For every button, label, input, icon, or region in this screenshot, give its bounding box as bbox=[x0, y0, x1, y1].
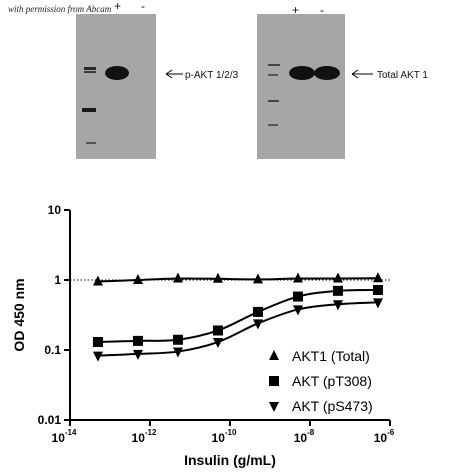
plot-area bbox=[92, 272, 383, 362]
western-blot-right: + - Total AKT 1 bbox=[257, 3, 428, 159]
x-tick-base: 10 bbox=[132, 431, 146, 445]
y-axis-title: OD 450 nm bbox=[11, 278, 27, 351]
data-point bbox=[332, 300, 343, 311]
lane-plus-right: + bbox=[292, 3, 299, 17]
blot-band-akt1-minus bbox=[314, 66, 340, 80]
x-axis-title: Insulin (g/mL) bbox=[184, 452, 276, 468]
legend: AKT1 (Total) AKT (pT308) AKT (pS473) bbox=[269, 348, 373, 414]
blot-band-pakt bbox=[105, 66, 129, 80]
lane-minus-left: - bbox=[141, 0, 145, 13]
lane-plus-left: + bbox=[114, 0, 121, 13]
y-tick-label: 0.01 bbox=[38, 413, 62, 427]
western-blot-left: with permission from Abcam + - p-AKT 1/2… bbox=[8, 0, 239, 159]
y-tick-label: 10 bbox=[48, 203, 62, 217]
arrow-head-left-icon bbox=[165, 69, 173, 79]
legend-marker bbox=[269, 402, 279, 412]
ladder-band bbox=[268, 74, 278, 76]
data-point bbox=[212, 272, 223, 283]
data-point bbox=[212, 338, 223, 349]
legend-label: AKT1 (Total) bbox=[292, 348, 370, 364]
data-point bbox=[212, 325, 223, 336]
x-tick-exponent: -12 bbox=[145, 428, 157, 437]
data-point bbox=[252, 306, 263, 317]
data-point bbox=[172, 272, 183, 283]
x-axis-ticks: 10-14 10-12 10-10 10-8 10-6 bbox=[52, 420, 395, 445]
x-tick-label: 10-12 bbox=[132, 428, 157, 445]
data-point bbox=[132, 349, 143, 360]
y-axis-ticks: 10 1 0.1 0.01 bbox=[38, 203, 70, 427]
arrow-head-right-icon bbox=[351, 69, 359, 79]
data-point bbox=[332, 285, 343, 296]
data-point bbox=[92, 275, 103, 286]
data-point bbox=[292, 291, 303, 302]
x-tick-label: 10-6 bbox=[374, 428, 395, 445]
blot-band-akt1-plus bbox=[289, 66, 315, 80]
x-tick-base: 10 bbox=[294, 431, 308, 445]
series-line-2 bbox=[97, 288, 378, 344]
data-point bbox=[332, 272, 343, 283]
ladder-band bbox=[82, 108, 96, 112]
data-point bbox=[92, 337, 103, 348]
legend-label: AKT (pS473) bbox=[292, 398, 373, 414]
permission-note: with permission from Abcam bbox=[8, 4, 112, 14]
ladder-band bbox=[268, 100, 279, 102]
data-point bbox=[172, 334, 183, 345]
x-tick-base: 10 bbox=[52, 431, 66, 445]
ladder-band bbox=[86, 142, 96, 144]
data-point bbox=[252, 273, 263, 284]
x-tick-label: 10-10 bbox=[212, 428, 237, 445]
lane-minus-right: - bbox=[320, 3, 324, 17]
data-point bbox=[372, 298, 383, 309]
label-pakt: p-AKT 1/2/3 bbox=[185, 70, 239, 81]
x-tick-label: 10-8 bbox=[294, 428, 315, 445]
x-tick-base: 10 bbox=[212, 431, 226, 445]
series-line-1 bbox=[97, 277, 378, 283]
y-tick-label: 0.1 bbox=[44, 343, 61, 357]
x-tick-base: 10 bbox=[374, 431, 388, 445]
data-point bbox=[92, 351, 103, 362]
blot-membrane-right bbox=[257, 14, 345, 159]
data-point bbox=[372, 272, 383, 283]
label-total-akt1: Total AKT 1 bbox=[377, 70, 428, 81]
data-point bbox=[372, 284, 383, 295]
x-tick-exponent: -14 bbox=[65, 428, 77, 437]
ladder-band bbox=[84, 67, 96, 70]
data-point bbox=[252, 319, 263, 330]
y-tick-label: 1 bbox=[54, 273, 61, 287]
data-point bbox=[172, 347, 183, 358]
legend-marker bbox=[269, 376, 279, 386]
data-point bbox=[132, 274, 143, 284]
x-tick-exponent: -8 bbox=[307, 428, 315, 437]
data-point bbox=[292, 272, 303, 283]
ladder-band bbox=[268, 64, 280, 66]
data-point bbox=[292, 305, 303, 316]
ladder-band bbox=[84, 71, 96, 73]
ladder-band bbox=[268, 124, 278, 126]
data-point bbox=[132, 335, 143, 346]
x-tick-label: 10-14 bbox=[52, 428, 77, 445]
series-line-3 bbox=[97, 301, 379, 357]
legend-marker bbox=[269, 350, 279, 360]
blot-membrane-left bbox=[76, 14, 156, 159]
legend-label: AKT (pT308) bbox=[292, 373, 372, 389]
x-tick-exponent: -10 bbox=[225, 428, 237, 437]
x-tick-exponent: -6 bbox=[387, 428, 395, 437]
